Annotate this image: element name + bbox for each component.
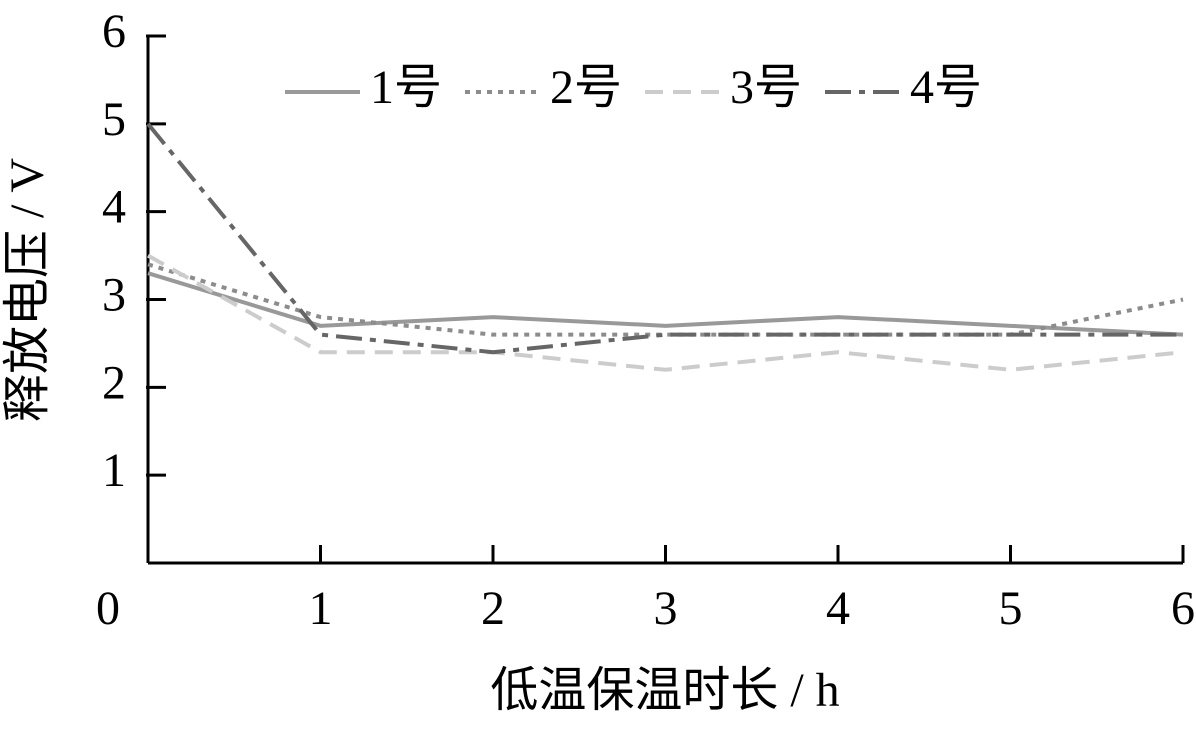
- legend-label: 3号: [730, 61, 802, 114]
- x-tick-label: 1: [309, 582, 333, 635]
- x-axis-title: 低温保温时长 / h: [490, 664, 839, 717]
- y-tick-label: 1: [102, 444, 126, 497]
- legend-label: 1号: [370, 61, 442, 114]
- series-line: [146, 122, 1183, 355]
- y-tick-label: 4: [102, 181, 126, 234]
- legend-label: 4号: [910, 61, 982, 114]
- series-line: [147, 253, 1184, 372]
- x-tick-label: 4: [826, 582, 850, 635]
- x-tick-label: 0: [96, 582, 120, 635]
- y-tick-label: 2: [102, 356, 126, 409]
- legend-label: 2号: [550, 61, 622, 114]
- y-tick-label: 6: [102, 5, 126, 58]
- x-tick-label: 5: [999, 582, 1023, 635]
- y-tick-label: 3: [102, 269, 126, 322]
- y-axis-title: 释放电压 / V: [1, 158, 54, 422]
- y-tick-label: 5: [102, 93, 126, 146]
- x-tick-label: 3: [654, 582, 678, 635]
- series-line: [147, 271, 1184, 337]
- x-tick-label: 6: [1171, 582, 1195, 635]
- x-tick-label: 2: [481, 582, 505, 635]
